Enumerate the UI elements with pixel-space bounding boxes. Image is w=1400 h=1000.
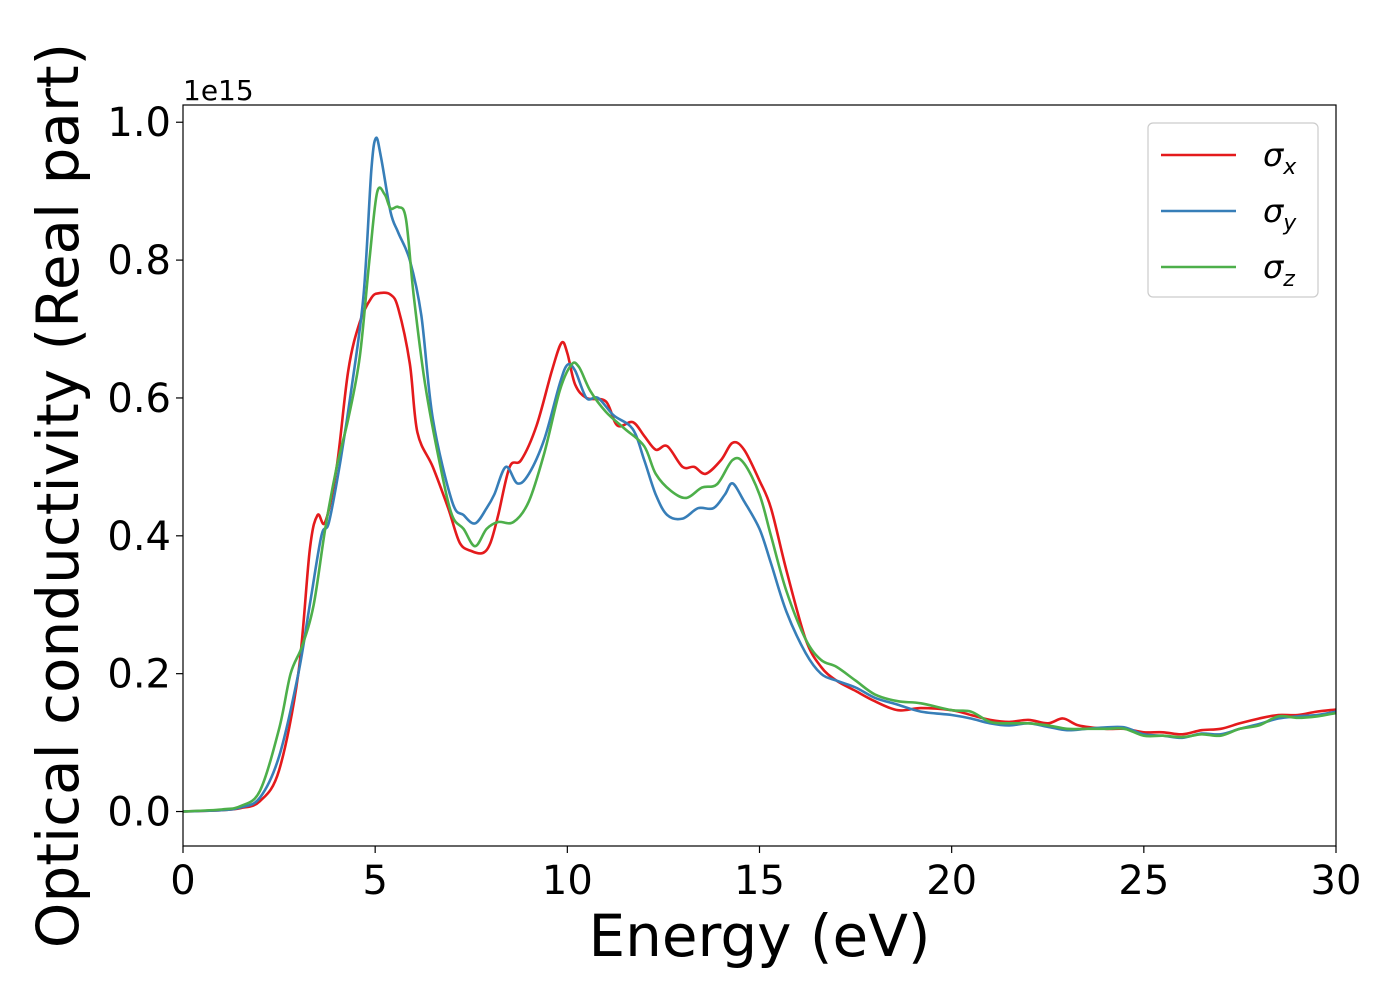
x-tick-label: 25 xyxy=(1118,858,1169,904)
x-tick-label: 20 xyxy=(926,858,977,904)
x-tick-label: 5 xyxy=(362,858,387,904)
x-axis-label: Energy (eV) xyxy=(588,902,930,970)
legend-symbol: σ xyxy=(1263,136,1285,174)
y-tick-label: 0.8 xyxy=(107,238,171,284)
x-tick-label: 30 xyxy=(1311,858,1362,904)
legend-subscript: x xyxy=(1282,155,1297,180)
legend-label-2: σy xyxy=(1263,192,1297,236)
legend-subscript: y xyxy=(1282,211,1297,236)
legend-label-3: σz xyxy=(1263,248,1295,292)
legend-symbol: σ xyxy=(1263,192,1285,230)
y-tick-label: 1.0 xyxy=(107,100,171,146)
series-line-1 xyxy=(183,291,1336,813)
y-axis-ticks: 0.0 0.2 0.4 0.6 0.8 1.0 xyxy=(107,100,183,836)
series-line-3 xyxy=(183,186,1336,813)
y-axis-label: Optical conductivity (Real part) xyxy=(24,43,92,948)
legend-subscript: z xyxy=(1282,267,1295,292)
legend-label-1: σx xyxy=(1263,136,1297,180)
x-axis-ticks: 0 5 10 15 20 25 30 xyxy=(170,846,1361,904)
y-tick-label: 0.6 xyxy=(107,376,171,422)
series-lines xyxy=(183,136,1336,813)
x-tick-label: 15 xyxy=(734,858,785,904)
y-tick-label: 0.2 xyxy=(107,652,171,698)
legend-symbol: σ xyxy=(1263,248,1285,286)
y-axis-offset-label: 1e15 xyxy=(183,74,254,107)
x-tick-label: 10 xyxy=(542,858,593,904)
x-tick-label: 0 xyxy=(170,858,195,904)
y-tick-label: 0.4 xyxy=(107,514,171,560)
y-tick-label: 0.0 xyxy=(107,790,171,836)
